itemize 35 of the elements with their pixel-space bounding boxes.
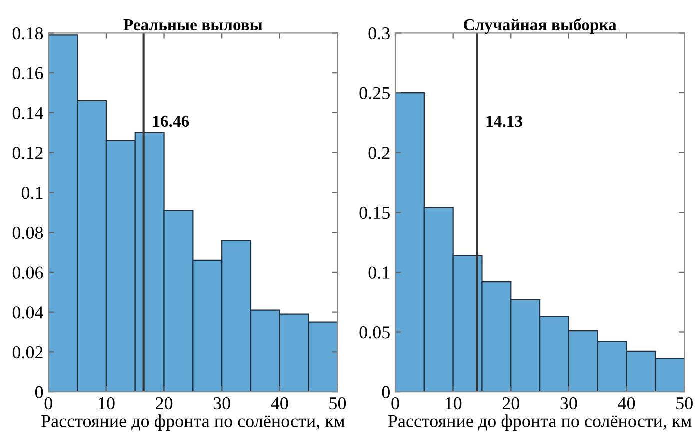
y-tick-label: 0.04 [12, 306, 44, 319]
x-tick-label: 20 [156, 397, 173, 410]
x-tick-label: 0 [44, 397, 52, 410]
y-tick-label: 0.1 [22, 186, 43, 200]
ref-line-label: 16.46 [153, 116, 190, 128]
x-axis-title: Расстояние до фронта по солёности, км [42, 414, 345, 432]
chart-title: Реальные выловы [124, 20, 262, 31]
x-tick-label: 10 [446, 397, 462, 410]
y-tick-label: 0.05 [360, 326, 390, 339]
y-tick-label: 0.25 [360, 87, 390, 100]
ref-line-label: 14.13 [486, 116, 522, 128]
x-tick-label: 50 [676, 397, 693, 410]
y-tick-label: 0.15 [360, 206, 390, 220]
x-axis-title: Расстояние до фронта по солёности, км [388, 414, 692, 432]
y-tick-label: 0.1 [368, 266, 390, 279]
y-tick-label: 0.02 [12, 346, 43, 359]
y-tick-label: 0.14 [12, 107, 44, 120]
y-tick-label: 0.3 [368, 27, 390, 40]
y-tick-label: 0 [35, 386, 44, 398]
x-tick-label: 40 [618, 397, 636, 410]
x-tick-label: 10 [99, 397, 115, 410]
y-tick-label: 0.08 [12, 226, 44, 240]
x-tick-label: 20 [502, 397, 520, 410]
x-tick-label: 0 [392, 397, 400, 410]
y-tick-label: 0.12 [12, 147, 43, 160]
chart-title: Случайная выборка [464, 18, 617, 34]
x-tick-label: 30 [560, 397, 578, 410]
y-tick-label: 0.2 [368, 147, 390, 160]
y-tick-label: 0 [382, 386, 390, 398]
x-tick-label: 50 [330, 397, 346, 410]
y-tick-label: 0.18 [12, 27, 44, 40]
y-tick-label: 0.16 [12, 67, 44, 80]
y-tick-label: 0.06 [12, 266, 44, 279]
x-tick-label: 30 [214, 397, 230, 410]
x-tick-label: 40 [271, 397, 288, 410]
